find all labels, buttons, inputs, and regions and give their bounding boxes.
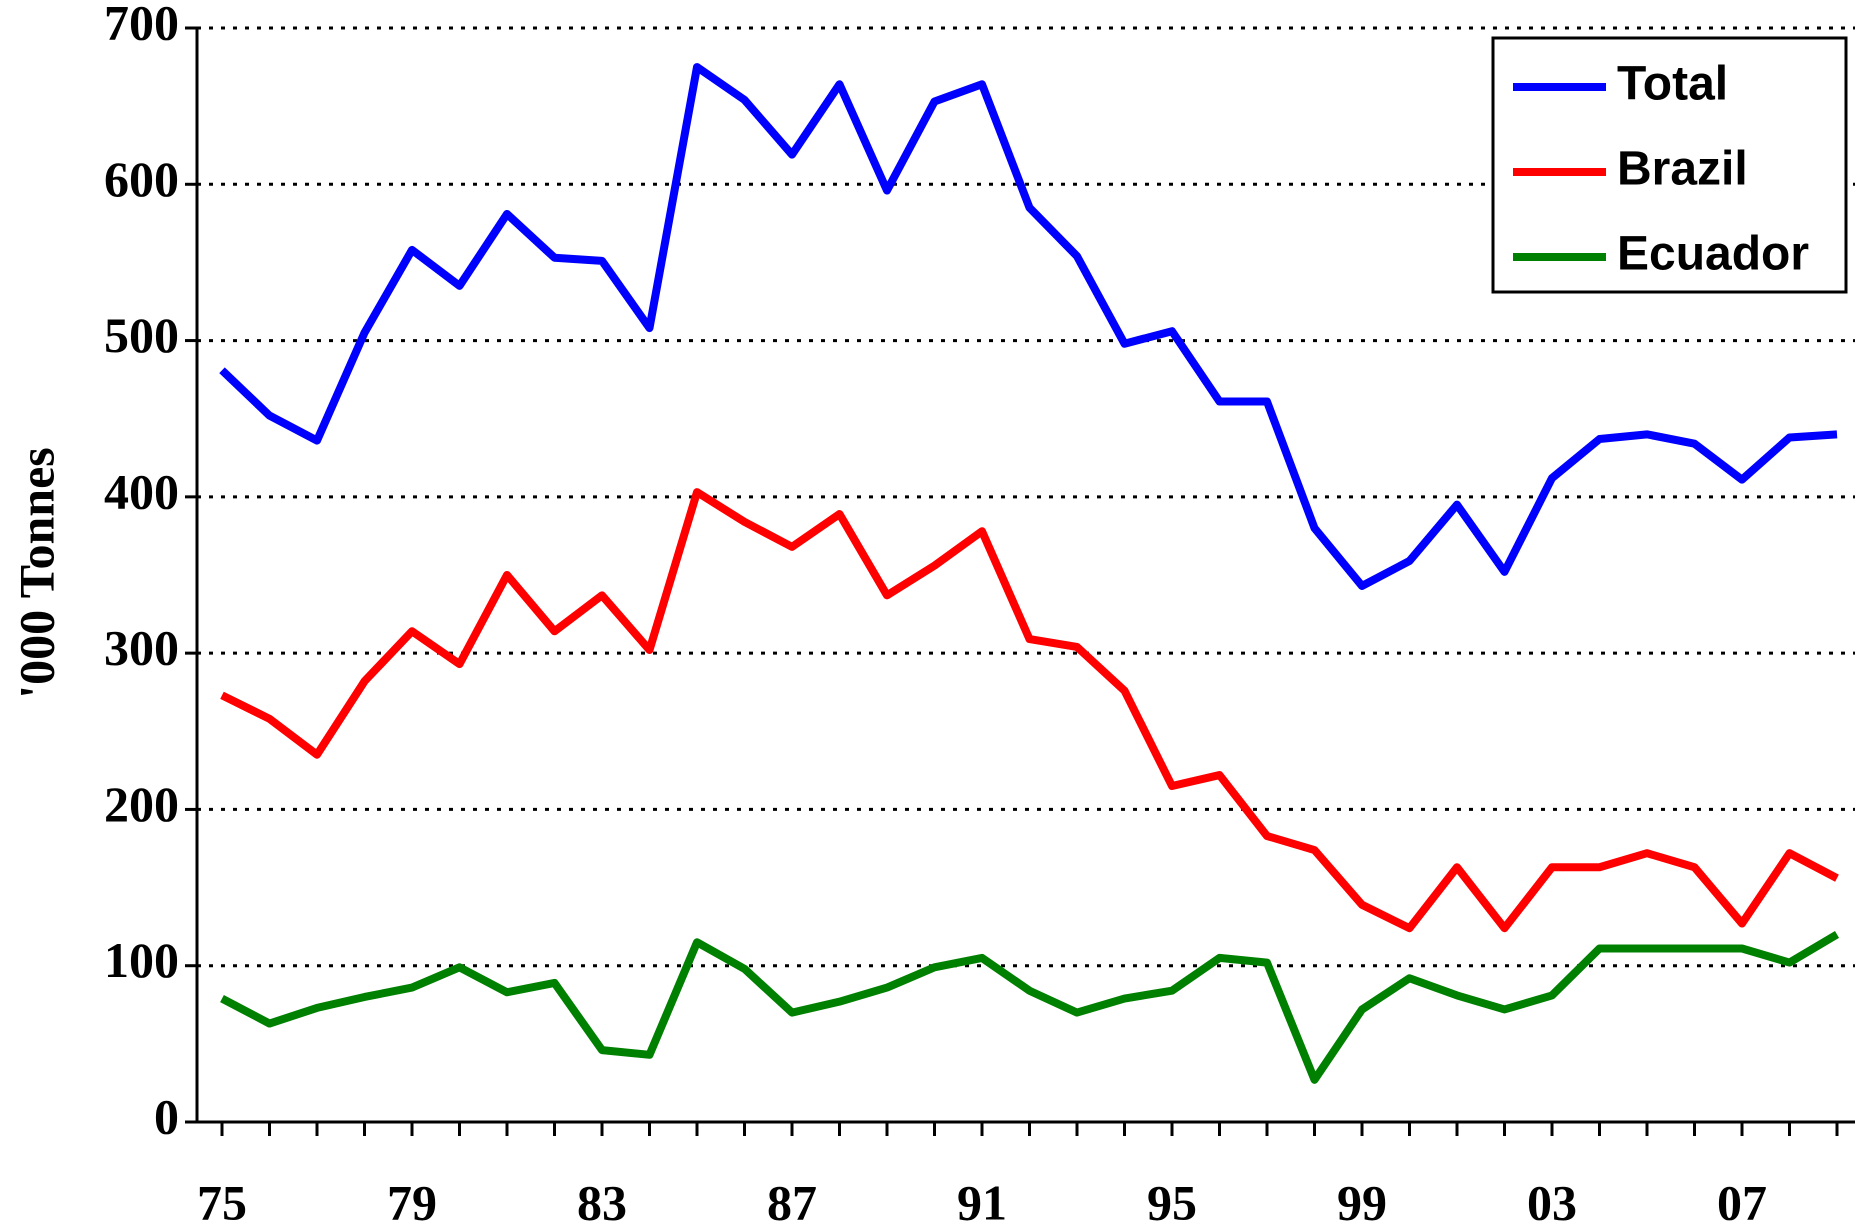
x-tick-label: 83 <box>577 1174 627 1230</box>
y-tick-label: 500 <box>104 307 179 363</box>
x-tick-label: 75 <box>197 1174 247 1230</box>
x-tick-label: 07 <box>1717 1174 1767 1230</box>
y-tick-label: 200 <box>104 776 179 832</box>
legend-label: Brazil <box>1617 143 1748 196</box>
y-tick-label: 600 <box>104 151 179 207</box>
x-tick-label: 79 <box>387 1174 437 1230</box>
line-series <box>220 931 1840 1084</box>
legend-label: Total <box>1617 58 1728 111</box>
legend-box <box>1491 36 1848 294</box>
x-tick-label: 95 <box>1147 1174 1197 1230</box>
y-tick-label: 0 <box>154 1088 179 1144</box>
line-series <box>219 63 1838 590</box>
line-series <box>220 488 1839 933</box>
x-tick-label: 03 <box>1527 1174 1577 1230</box>
y-tick-label: 700 <box>104 0 179 50</box>
legend-label: Ecuador <box>1617 228 1809 281</box>
y-tick-label: 400 <box>104 463 179 519</box>
y-tick-label: 300 <box>104 620 179 676</box>
x-tick-label: 91 <box>957 1174 1007 1230</box>
x-tick-label: 87 <box>767 1174 817 1230</box>
y-axis-label: '000 Tonnes <box>8 447 64 699</box>
x-tick-label: 99 <box>1337 1174 1387 1230</box>
y-tick-label: 100 <box>104 932 179 988</box>
